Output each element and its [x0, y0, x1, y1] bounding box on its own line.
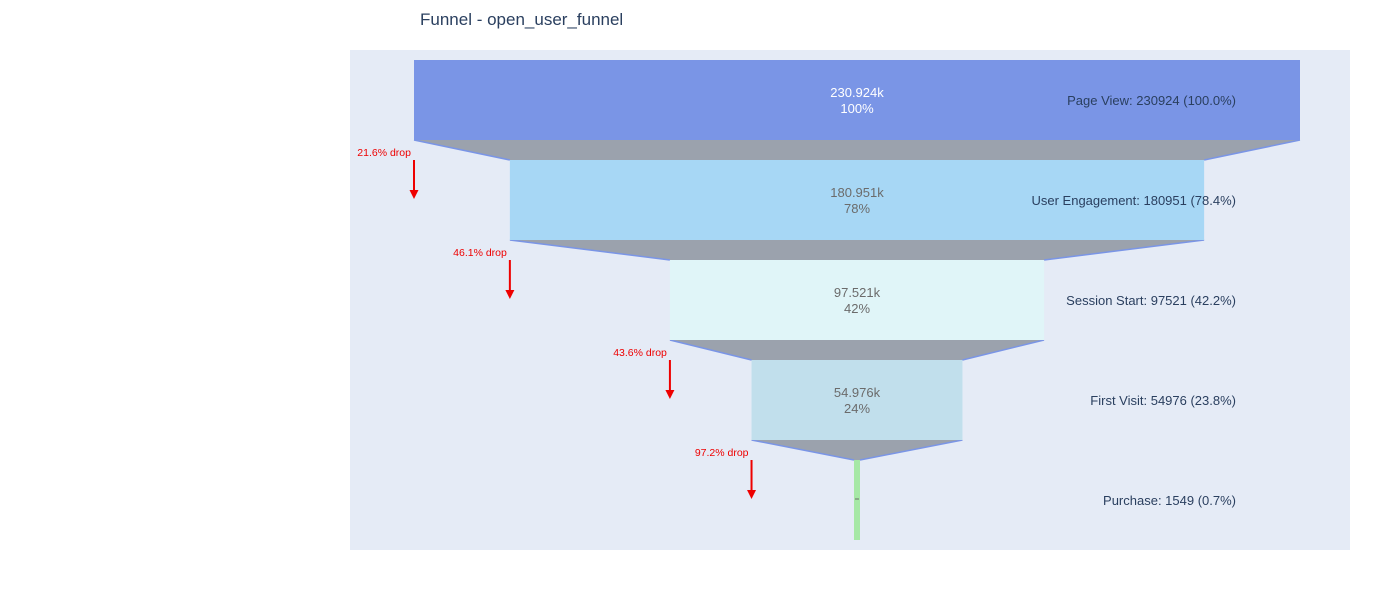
funnel-connector-edge	[751, 439, 855, 461]
funnel-connector-edge	[1203, 139, 1301, 161]
funnel-bar	[509, 160, 1205, 240]
funnel-connector-edge	[413, 139, 511, 161]
chart-title: Funnel - open_user_funnel	[420, 10, 623, 29]
drop-arrow-head	[665, 390, 675, 399]
funnel-connector-edge	[669, 339, 752, 361]
funnel-bar	[414, 60, 1300, 140]
stage-annotation: User Engagement: 180951 (78.4%)	[1031, 193, 1236, 208]
funnel-bar-value-label: 230.924k	[830, 85, 884, 100]
drop-label: 46.1% drop	[453, 247, 507, 259]
funnel-connector	[669, 340, 1045, 360]
funnel-bar	[751, 360, 963, 440]
funnel-bar	[669, 260, 1045, 340]
funnel-connector-edge	[962, 339, 1045, 361]
stage-annotation: First Visit: 54976 (23.8%)	[1090, 393, 1236, 408]
drop-label: 97.2% drop	[695, 447, 749, 459]
funnel-bar-percent-label: 100%	[840, 101, 874, 116]
funnel-connector-edge	[509, 239, 671, 261]
drop-label: 43.6% drop	[613, 347, 667, 359]
funnel-bar-percent-label: 24%	[844, 401, 870, 416]
funnel-bar-value-label: 97.521k	[834, 285, 881, 300]
funnel-connector	[509, 240, 1205, 260]
stage-annotation: Purchase: 1549 (0.7%)	[1103, 493, 1236, 508]
stage-annotation: Session Start: 97521 (42.2%)	[1066, 293, 1236, 308]
funnel-bar-percent-label: 42%	[844, 301, 870, 316]
stage-annotation: Page View: 230924 (100.0%)	[1067, 93, 1236, 108]
funnel-connector	[751, 440, 963, 460]
funnel-bar-percent-label: 78%	[844, 201, 870, 216]
drop-arrow-head	[409, 190, 419, 199]
drop-label: 21.6% drop	[357, 147, 411, 159]
funnel-connector-edge	[859, 439, 963, 461]
drop-arrow-head	[747, 490, 757, 499]
funnel-bar	[854, 460, 860, 540]
funnel-bar-value-label: 180.951k	[830, 185, 884, 200]
funnel-connector-edge	[1043, 239, 1205, 261]
funnel-bar-value-label: 54.976k	[834, 385, 881, 400]
funnel-connector	[414, 140, 1300, 160]
drop-arrow-head	[505, 290, 515, 299]
